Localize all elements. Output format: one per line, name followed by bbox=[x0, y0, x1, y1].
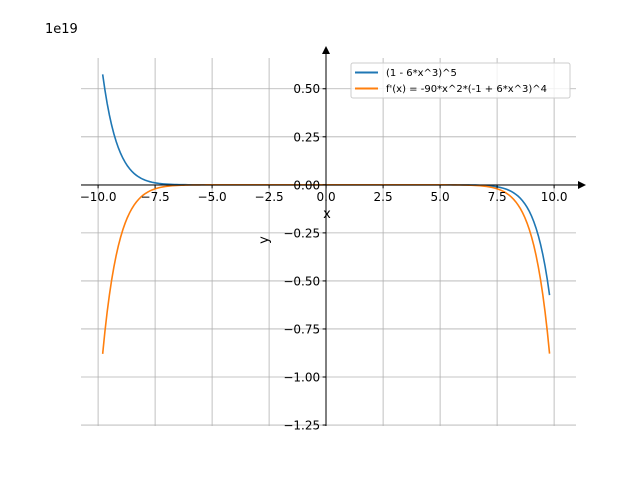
y-axis-label: y bbox=[257, 236, 272, 244]
legend-label-0: (1 - 6*x^3)^5 bbox=[386, 68, 457, 79]
x-tick-label: 10.0 bbox=[541, 190, 568, 204]
y-tick-label: −0.50 bbox=[283, 274, 320, 288]
x-axis-arrow-icon bbox=[578, 181, 586, 189]
x-axis-label: x bbox=[323, 207, 331, 222]
legend: (1 - 6*x^3)^5 f'(x) = -90*x^2*(-1 + 6*x^… bbox=[350, 62, 571, 99]
legend-label-1: f'(x) = -90*x^2*(-1 + 6*x^3)^4 bbox=[386, 84, 547, 95]
y-tick-label: 0.25 bbox=[293, 130, 320, 144]
x-tick-label: −10.0 bbox=[80, 190, 117, 204]
x-tick-label: 0.0 bbox=[317, 190, 336, 204]
grid bbox=[81, 58, 576, 426]
ticks: −10.0 −7.5 −5.0 −2.5 0.0 2.5 5.0 7.5 10.0 0.50 0.2… bbox=[80, 82, 568, 432]
y-tick-label: −0.25 bbox=[283, 226, 320, 240]
y-axis-arrow-icon bbox=[322, 46, 330, 54]
x-tick-label: 7.5 bbox=[488, 190, 507, 204]
legend-box bbox=[350, 62, 571, 99]
offset-label: 1e19 bbox=[45, 22, 78, 37]
y-tick-label: 0.50 bbox=[293, 82, 320, 96]
y-tick-label: 0.00 bbox=[293, 178, 320, 192]
x-tick-label: 2.5 bbox=[374, 190, 393, 204]
axes bbox=[81, 46, 586, 426]
x-tick-label: −2.5 bbox=[255, 190, 284, 204]
y-tick-label: −0.75 bbox=[283, 322, 320, 336]
x-tick-label: −5.0 bbox=[198, 190, 227, 204]
y-tick-label: −1.00 bbox=[283, 370, 320, 384]
y-tick-label: −1.25 bbox=[283, 419, 320, 433]
x-tick-label: 5.0 bbox=[431, 190, 450, 204]
x-tick-label: −7.5 bbox=[141, 190, 170, 204]
